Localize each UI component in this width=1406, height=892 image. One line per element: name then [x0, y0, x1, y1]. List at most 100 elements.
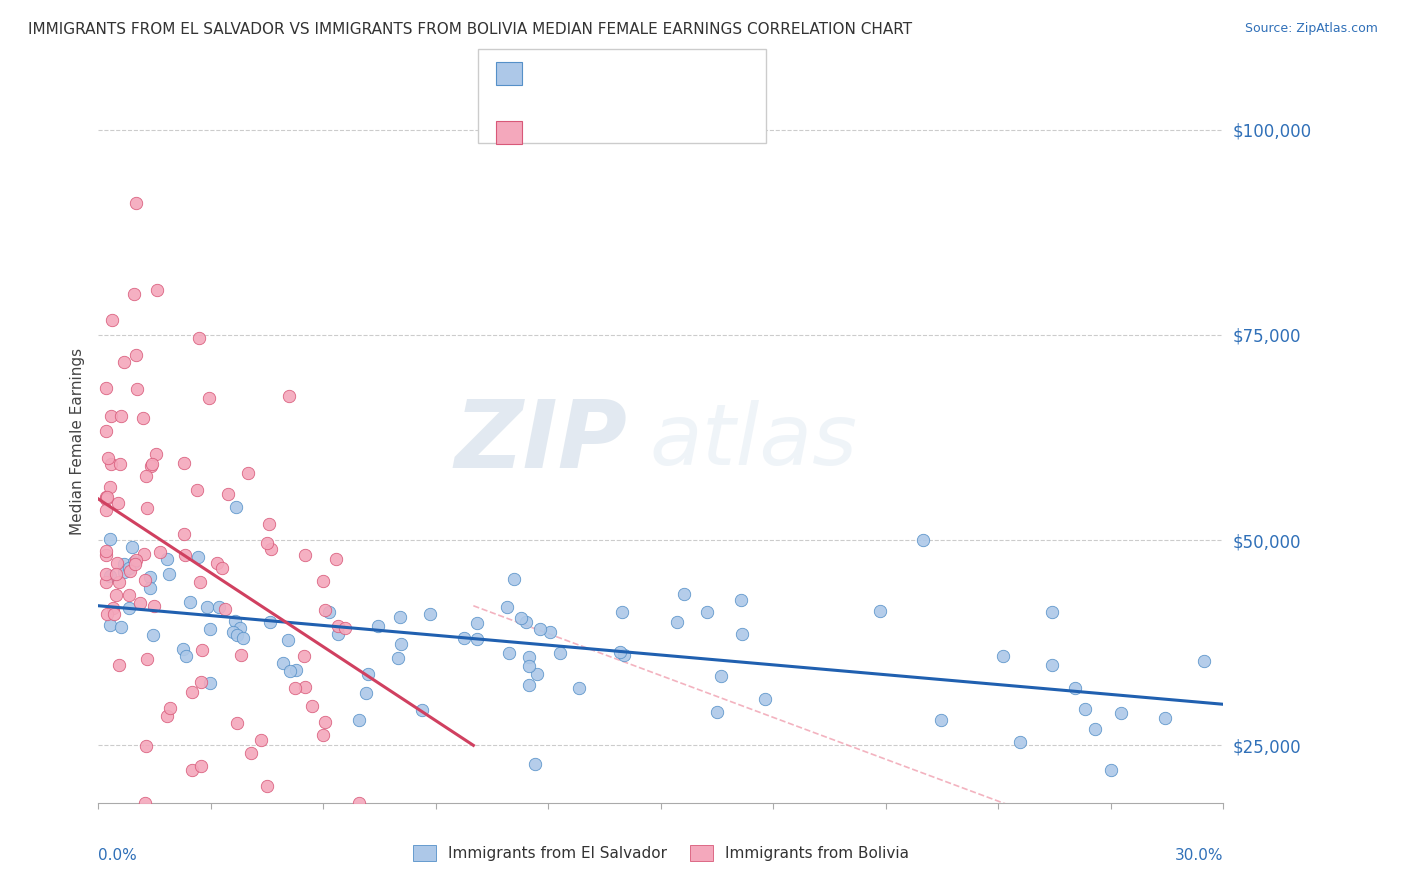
Point: [312, 728, 335, 742]
Point: [149, 545, 172, 559]
Point: [217, 487, 239, 501]
Point: [672, 586, 695, 600]
Point: [139, 581, 162, 595]
Point: [503, 572, 526, 586]
Point: [869, 604, 891, 618]
Point: [236, 466, 259, 480]
Point: [510, 610, 533, 624]
Point: [101, 312, 124, 326]
Point: [145, 283, 167, 297]
Point: [328, 627, 350, 641]
Point: [314, 603, 336, 617]
Point: [134, 796, 156, 810]
Point: [191, 642, 214, 657]
Point: [122, 555, 145, 569]
Point: [277, 389, 299, 403]
Point: [98, 569, 121, 583]
Point: [190, 758, 212, 772]
Point: [118, 600, 141, 615]
Point: [706, 705, 728, 719]
Point: [112, 354, 135, 368]
Point: [122, 286, 145, 301]
Text: Source: ZipAtlas.com: Source: ZipAtlas.com: [1244, 22, 1378, 36]
Point: [176, 648, 198, 663]
Point: [187, 549, 209, 564]
Point: [198, 391, 221, 405]
Point: [665, 615, 688, 629]
Point: [1109, 706, 1132, 720]
Point: [118, 588, 141, 602]
Point: [100, 409, 122, 423]
Point: [104, 567, 127, 582]
Point: [1084, 723, 1107, 737]
Point: [498, 647, 520, 661]
Point: [367, 618, 389, 632]
Point: [548, 647, 571, 661]
Point: [156, 552, 179, 566]
Point: [98, 532, 121, 546]
Point: [142, 627, 165, 641]
Point: [515, 615, 537, 629]
Point: [467, 632, 489, 646]
Point: [284, 681, 307, 695]
Point: [205, 556, 228, 570]
Point: [98, 480, 121, 494]
Point: [94, 574, 117, 589]
Point: [173, 527, 195, 541]
Point: [1099, 763, 1122, 777]
Point: [929, 713, 952, 727]
Point: [97, 451, 120, 466]
Point: [110, 457, 132, 471]
Point: [1040, 658, 1063, 673]
Point: [112, 565, 135, 579]
Point: [311, 574, 333, 588]
Point: [356, 686, 378, 700]
Point: [710, 669, 733, 683]
Point: [94, 503, 117, 517]
Point: [278, 664, 301, 678]
Point: [135, 739, 157, 754]
Point: [214, 602, 236, 616]
Point: [135, 652, 157, 666]
Point: [240, 746, 263, 760]
Point: [118, 565, 141, 579]
Point: [357, 667, 380, 681]
Point: [117, 560, 139, 574]
Point: [139, 570, 162, 584]
Point: [524, 756, 547, 771]
Point: [145, 447, 167, 461]
Point: [325, 552, 347, 566]
Point: [225, 500, 247, 515]
Text: 0.0%: 0.0%: [98, 848, 138, 863]
Point: [347, 713, 370, 727]
Text: R = -0.415   N = 87: R = -0.415 N = 87: [530, 71, 681, 87]
Point: [1194, 654, 1216, 668]
Point: [294, 681, 316, 695]
Point: [613, 648, 636, 662]
Point: [347, 796, 370, 810]
Point: [229, 621, 252, 635]
Text: IMMIGRANTS FROM EL SALVADOR VS IMMIGRANTS FROM BOLIVIA MEDIAN FEMALE EARNINGS CO: IMMIGRANTS FROM EL SALVADOR VS IMMIGRANT…: [28, 22, 912, 37]
Point: [517, 678, 540, 692]
Point: [125, 196, 148, 211]
Point: [121, 540, 143, 554]
Point: [96, 491, 118, 505]
Point: [387, 651, 409, 665]
Point: [1008, 734, 1031, 748]
Point: [172, 641, 194, 656]
Point: [232, 631, 254, 645]
Point: [284, 663, 307, 677]
Point: [110, 620, 132, 634]
Point: [993, 648, 1015, 663]
Point: [259, 517, 281, 532]
Point: [155, 709, 177, 723]
Point: [173, 548, 195, 562]
Point: [731, 627, 754, 641]
Point: [134, 573, 156, 587]
Point: [132, 547, 155, 561]
Point: [222, 624, 245, 639]
Point: [730, 592, 752, 607]
Point: [292, 649, 315, 664]
Point: [132, 411, 155, 425]
Point: [98, 617, 121, 632]
